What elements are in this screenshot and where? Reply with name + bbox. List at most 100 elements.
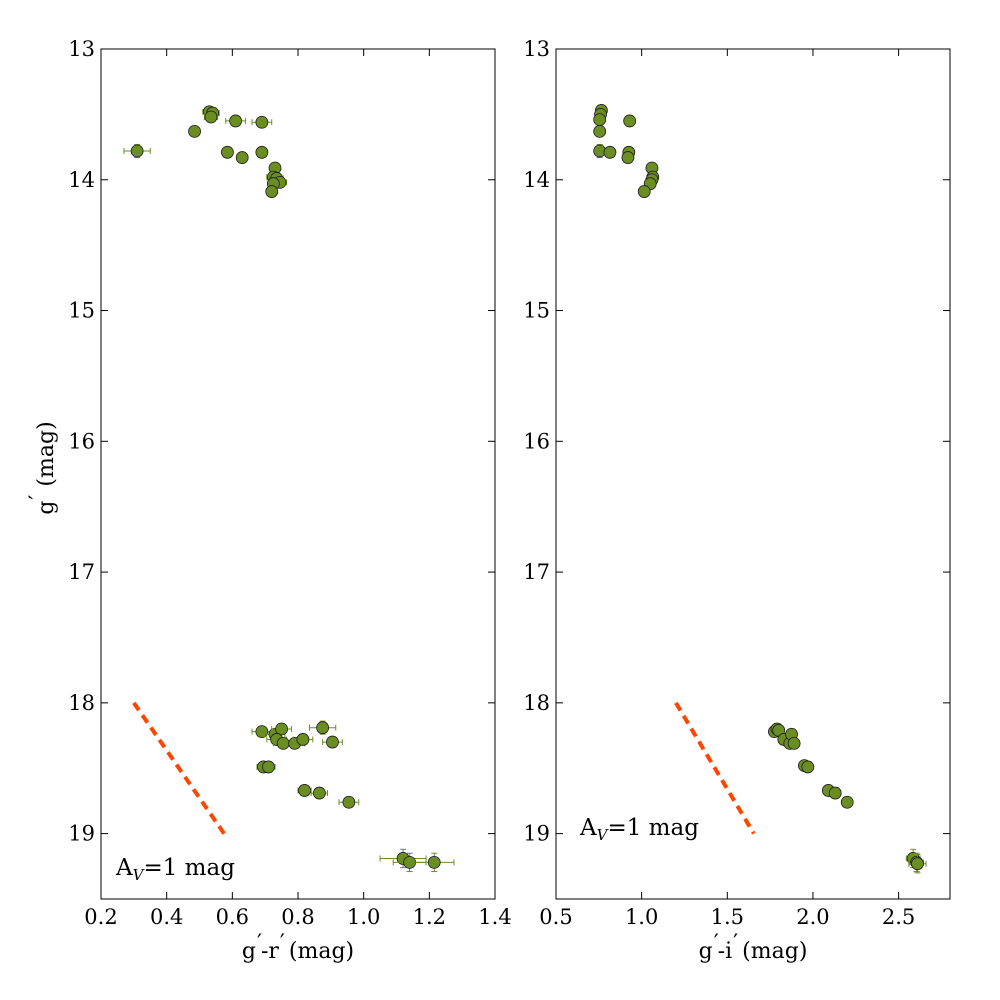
data-marker [621,151,635,164]
data-marker [255,115,269,129]
data-marker [326,735,339,749]
prime-mark: ′ [733,931,738,956]
extinction-annotation: AV=1 mag [115,855,235,884]
data-marker [828,786,842,800]
plot-frame [100,48,496,900]
x-tick-label: 0.5 [539,905,572,929]
x-tick-label: 0.8 [281,905,314,929]
x-tick-label: 2.0 [796,905,829,929]
data-point [188,124,201,138]
x-tick-label: 2.5 [882,905,915,929]
y-tick-label: 15 [523,299,550,323]
data-point [308,720,337,735]
x-tick-label: 1.0 [625,905,658,929]
data-marker [255,145,269,159]
x-axis-label: g -i (mag) [699,939,808,964]
data-point [255,145,269,159]
data-marker [637,185,651,198]
y-tick-label: 19 [523,822,550,846]
data-point [292,733,314,746]
y-tick-label: 14 [68,168,95,192]
y-tick-label: 15 [68,299,95,323]
prime-mark: ′ [714,931,719,956]
data-point [840,795,854,809]
data-point [593,113,607,127]
x-tick-label: 0.2 [84,905,117,929]
data-point [203,110,219,124]
y-tick-label: 19 [68,822,95,846]
data-point [322,735,343,749]
y-tick-label: 18 [68,691,95,715]
data-point [787,736,801,750]
data-marker [593,113,607,127]
data-point [123,143,151,159]
data-point [225,114,246,128]
data-point [621,151,635,164]
data-point [414,852,455,873]
reddening-vector [132,701,226,835]
x-tick-label: 1.5 [711,905,744,929]
data-point [908,854,927,874]
plot-frame [555,48,951,900]
x-tick-label: 0.4 [150,905,183,929]
data-point [310,786,329,800]
data-point [251,115,273,129]
data-marker [342,795,356,809]
x-axis-label: g -r (mag) [242,939,354,964]
y-tick-label: 17 [523,560,550,584]
data-marker [255,725,269,739]
data-marker [427,855,441,869]
prime-mark: ′ [26,495,51,500]
data-marker [603,145,617,159]
y-tick-label: 16 [68,429,95,453]
y-tick-label: 18 [523,691,550,715]
data-point [271,722,292,736]
data-marker [801,760,815,774]
reddening-vector [674,701,756,835]
data-point [828,786,842,800]
data-point [251,725,273,739]
data-marker [262,760,275,774]
data-point [261,760,276,774]
data-point [338,795,360,809]
x-tick-label: 0.6 [216,905,249,929]
data-marker [221,145,234,159]
data-point [623,114,637,128]
data-point [637,185,651,198]
data-marker [840,795,854,809]
data-marker [130,144,144,158]
data-point [297,784,312,797]
data-marker [298,784,311,797]
x-tick-label: 1.4 [478,905,511,929]
extinction-annotation: AV=1 mag [579,815,699,844]
y-tick-label: 13 [523,37,550,61]
x-tick-label: 1.2 [413,905,446,929]
data-marker [235,151,249,164]
data-marker [403,855,417,869]
data-point [265,185,279,198]
panel-right: 0.5 1.0 1.5 2.0 2.5 13 14 15 16 17 18 19 g -i (mag) AV=… [523,37,951,964]
data-marker [204,110,218,124]
y-tick-label: 16 [523,429,550,453]
data-marker [593,124,607,138]
data-point [593,124,607,138]
data-marker [312,786,326,800]
x-tick-label: 1.0 [347,905,380,929]
y-tick-label: 14 [523,168,550,192]
data-point [221,145,234,159]
data-point [772,723,786,737]
data-marker [787,736,801,750]
data-marker [265,185,279,198]
data-point [603,145,617,159]
data-marker [911,857,924,871]
data-point [801,760,815,774]
prime-mark: ′ [280,931,285,956]
y-tick-label: 17 [68,560,95,584]
data-point [235,151,249,164]
y-axis-label: g(mag) [34,421,59,514]
data-marker [296,733,310,746]
data-marker [316,721,330,735]
data-marker [229,114,243,128]
panel-left: 0.2 0.4 0.6 0.8 1.0 1.2 1.4 13 14 15 16 17 18 19 g -r (m… [26,37,512,964]
